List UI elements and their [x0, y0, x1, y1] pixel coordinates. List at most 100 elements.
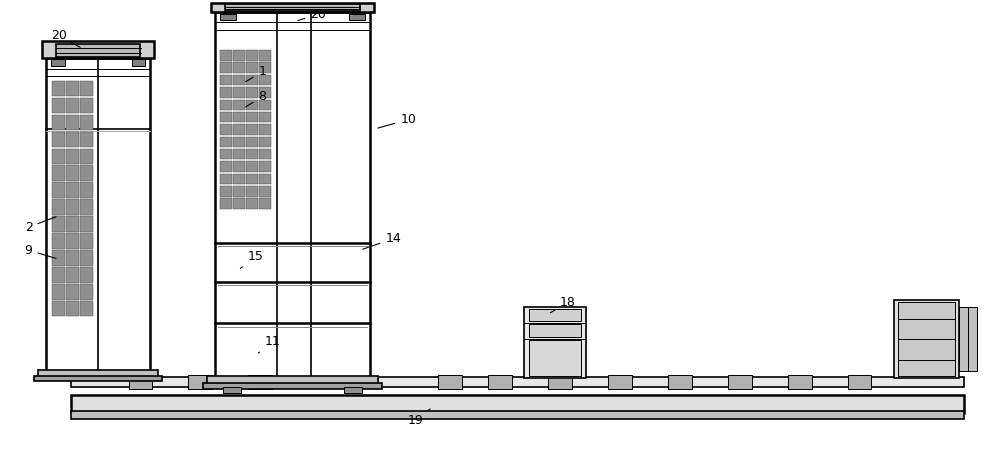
Bar — [52, 301, 65, 316]
Bar — [52, 149, 65, 164]
Bar — [220, 112, 232, 123]
Bar — [668, 375, 692, 389]
Bar — [80, 115, 93, 130]
Bar — [233, 137, 245, 147]
Bar — [259, 198, 271, 209]
Bar — [220, 124, 232, 135]
Text: 9: 9 — [25, 244, 56, 258]
Bar — [188, 375, 212, 389]
Bar — [488, 375, 512, 389]
Bar — [246, 174, 258, 184]
Bar — [66, 250, 79, 266]
Bar — [66, 132, 79, 147]
Bar — [34, 376, 162, 381]
Bar — [80, 199, 93, 215]
Bar — [66, 267, 79, 283]
Bar — [80, 182, 93, 198]
Bar — [233, 62, 245, 73]
Bar — [233, 186, 245, 196]
Bar — [233, 161, 245, 172]
Bar — [80, 216, 93, 232]
Bar — [233, 174, 245, 184]
Bar — [246, 50, 258, 61]
Bar — [246, 112, 258, 123]
Bar — [66, 284, 79, 300]
Bar — [246, 198, 258, 209]
Bar — [66, 149, 79, 164]
Bar — [220, 75, 232, 85]
Text: 8: 8 — [246, 90, 266, 107]
Bar — [259, 124, 271, 135]
Bar — [246, 186, 258, 196]
Bar — [52, 199, 65, 215]
Bar — [80, 165, 93, 181]
Bar — [259, 100, 271, 110]
Bar — [215, 12, 370, 377]
Bar — [248, 375, 272, 389]
Bar — [80, 250, 93, 266]
Bar — [80, 267, 93, 283]
Bar — [848, 375, 871, 389]
Bar — [959, 307, 977, 371]
Bar — [894, 301, 959, 378]
Bar — [220, 161, 232, 172]
Bar — [66, 199, 79, 215]
Bar — [80, 301, 93, 316]
Bar — [52, 115, 65, 130]
Bar — [246, 137, 258, 147]
Bar — [52, 132, 65, 147]
Bar — [548, 375, 572, 389]
Bar — [66, 182, 79, 198]
Bar — [52, 81, 65, 96]
Bar — [207, 376, 378, 385]
Bar — [259, 50, 271, 61]
Bar — [233, 87, 245, 98]
Text: 14: 14 — [363, 232, 401, 249]
Bar — [80, 81, 93, 96]
Bar — [233, 124, 245, 135]
Text: 1: 1 — [246, 65, 266, 82]
Bar — [233, 112, 245, 123]
Bar — [220, 62, 232, 73]
Bar — [529, 309, 581, 321]
Bar — [246, 62, 258, 73]
Bar — [246, 161, 258, 172]
Bar — [220, 149, 232, 159]
Bar — [233, 50, 245, 61]
Bar — [220, 14, 236, 20]
Bar — [80, 233, 93, 249]
Bar — [52, 284, 65, 300]
Bar — [129, 375, 152, 389]
Bar — [71, 411, 964, 420]
Bar — [66, 98, 79, 113]
Bar — [246, 75, 258, 85]
Bar — [220, 174, 232, 184]
Bar — [246, 149, 258, 159]
Bar — [203, 383, 382, 389]
Bar — [66, 115, 79, 130]
Bar — [233, 100, 245, 110]
Bar — [259, 75, 271, 85]
Bar — [259, 87, 271, 98]
Bar — [259, 137, 271, 147]
Bar — [66, 233, 79, 249]
Bar — [438, 375, 462, 389]
Bar — [220, 50, 232, 61]
Bar — [80, 98, 93, 113]
Bar — [132, 59, 145, 66]
Bar — [529, 341, 581, 376]
Bar — [220, 137, 232, 147]
Bar — [80, 132, 93, 147]
Bar — [51, 59, 65, 66]
Bar — [71, 395, 964, 413]
Bar — [220, 198, 232, 209]
Bar — [220, 100, 232, 110]
Bar — [211, 3, 374, 12]
Text: 10: 10 — [378, 113, 416, 128]
Bar — [52, 250, 65, 266]
Text: 2: 2 — [25, 217, 56, 234]
Bar — [52, 216, 65, 232]
Bar — [259, 186, 271, 196]
Bar — [220, 87, 232, 98]
Bar — [52, 267, 65, 283]
